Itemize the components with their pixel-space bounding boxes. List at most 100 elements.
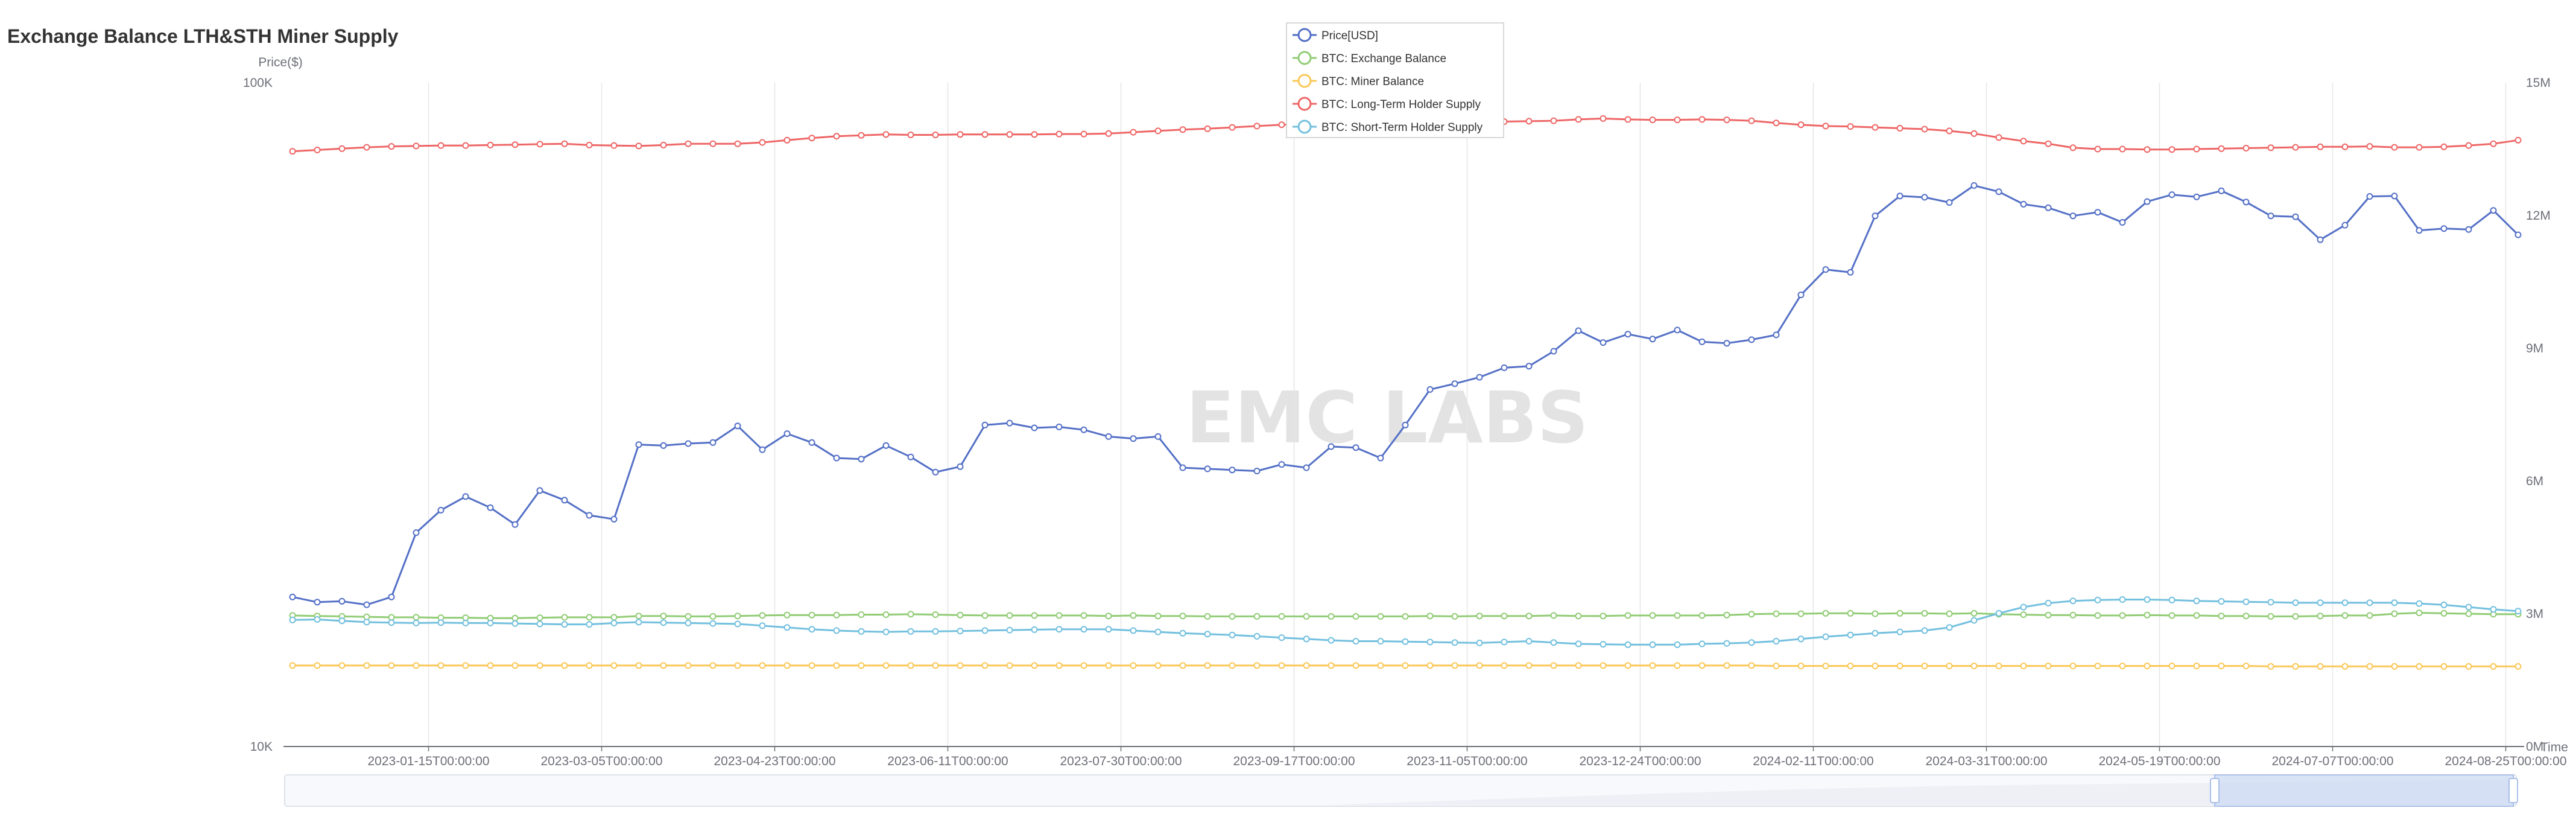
data-point [1476,662,1483,669]
data-point [1451,639,1458,646]
data-zoom-slider[interactable] [284,774,2518,807]
series-1 [289,610,2522,622]
data-point [1797,121,1805,129]
data-point [981,662,989,669]
x-tick-label: 2023-03-05T00:00:00 [541,754,663,768]
data-point [1154,613,1162,620]
right-axis-tick-label: 3M [2526,607,2543,621]
data-point [734,140,741,147]
data-point [1797,635,1805,643]
left-axis-name: Price($) [258,56,303,69]
data-point [1426,386,1434,393]
data-point [1872,610,1879,617]
data-point [1080,662,1087,669]
data-point [1006,131,1013,138]
zoom-handle-left[interactable] [2210,778,2220,803]
data-point [1031,626,1038,633]
data-point [2416,610,2423,616]
data-point [2440,143,2448,150]
data-point [833,133,840,140]
x-tick-label: 2024-03-31T00:00:00 [1926,754,2048,768]
data-point [759,612,766,619]
data-point [1105,662,1112,669]
zoom-selected-window[interactable] [2214,774,2514,807]
data-point [536,614,543,622]
data-point [561,614,568,621]
data-point [1872,124,1879,131]
data-point [1550,639,1557,646]
data-point [1896,193,1904,200]
data-point [1847,631,1854,638]
data-point [1698,116,1706,123]
data-point [1946,199,1953,206]
data-point [511,620,519,627]
data-point [2144,663,2151,669]
data-point [981,421,989,428]
legend-item[interactable]: BTC: Long-Term Holder Supply [1293,97,1481,111]
data-point [1451,662,1458,669]
legend-item[interactable]: BTC: Miner Balance [1293,74,1424,88]
data-point [1253,662,1261,669]
data-point [1402,613,1409,620]
data-point [2119,663,2126,669]
data-point [783,136,791,144]
data-point [1525,363,1533,370]
data-point [660,442,667,449]
data-point [1204,631,1211,638]
data-point [610,515,618,523]
data-point [2465,142,2472,149]
data-point [882,131,890,138]
data-point [2193,193,2200,200]
data-point [2440,663,2448,670]
data-point [1006,626,1013,634]
data-point [511,662,519,669]
data-point [1303,635,1310,643]
data-point [437,662,445,669]
data-point [1624,116,1631,123]
data-point [2144,596,2151,603]
data-point [932,468,939,476]
legend[interactable]: Price[USD] BTC: Exchange Balance BTC: Mine… [1286,22,1504,138]
data-point [1600,339,1607,346]
data-point [561,497,568,504]
data-point [1253,632,1261,640]
legend-item[interactable]: BTC: Exchange Balance [1293,51,1446,65]
data-point [1872,212,1879,220]
right-axis-tick-label: 0M [2526,740,2543,754]
x-tick-label: 2023-07-30T00:00:00 [1060,754,1182,768]
data-point [437,506,445,514]
data-point [907,132,914,138]
data-point [957,463,964,470]
x-tick-label: 2023-12-24T00:00:00 [1580,754,1701,768]
data-point [1377,662,1384,669]
data-point [2267,144,2274,151]
data-point [462,142,469,149]
data-point [1550,662,1557,669]
data-point [685,613,692,620]
data-point [1328,662,1335,669]
data-point [1525,662,1533,669]
data-point [314,662,321,669]
zoom-handle-right[interactable] [2508,778,2518,803]
legend-item[interactable]: BTC: Short-Term Holder Supply [1293,119,1483,134]
data-point [2069,663,2077,669]
data-point [1154,662,1162,669]
data-point [1748,662,1755,669]
data-point [2119,219,2126,226]
legend-item[interactable]: Price[USD] [1293,28,1378,42]
data-point [1006,419,1013,427]
data-point [783,430,791,438]
data-point [2490,663,2497,670]
data-point [1822,633,1829,640]
data-point [1698,662,1706,669]
chart-title: Exchange Balance LTH&STH Miner Supply [7,25,399,47]
data-point [1600,662,1607,669]
x-tick-label: 2024-05-19T00:00:00 [2099,754,2221,768]
data-point [1649,336,1656,343]
data-point [2292,599,2299,607]
data-point [2242,145,2250,151]
data-point [289,616,296,623]
legend-circle-icon [1297,119,1312,134]
data-point [1352,444,1359,451]
data-point [1723,116,1730,124]
